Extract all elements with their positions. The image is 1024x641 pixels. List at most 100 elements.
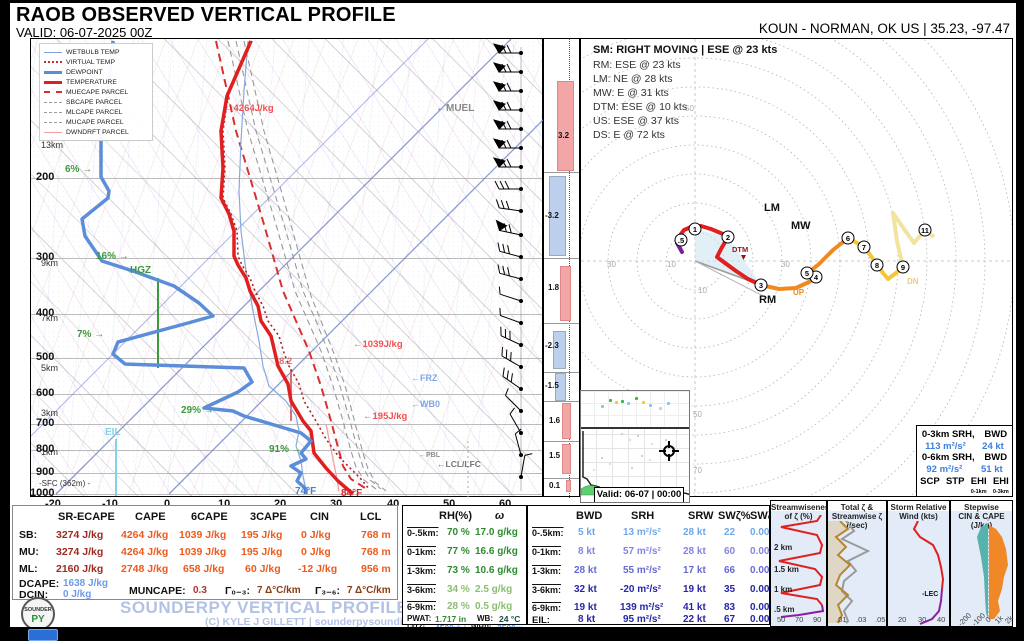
lapse-label: 8.2 <box>279 356 293 367</box>
dn-label: DN <box>907 277 919 286</box>
panel-title: Streamwiseness of ζ (%) <box>771 503 834 521</box>
legend-label: DWNDRFT PARCEL <box>66 128 129 136</box>
rh-value: 34 % <box>447 584 470 595</box>
hodo-height-markers: .5 1 2 3 4 5 6 7 8 9 11 <box>674 222 932 292</box>
panel-title: Storm Relative Wind (kts) <box>890 503 947 521</box>
rm-label: RM <box>759 294 776 306</box>
rh-annotation: 7% → <box>77 329 105 340</box>
table-cell: 2160 J/kg <box>56 563 104 575</box>
table-cell: 4264 J/kg <box>121 546 169 558</box>
legend-label: MUCAPE PARCEL <box>66 118 124 126</box>
skewt-curves <box>31 39 544 497</box>
row-label: 0-.5km: <box>532 528 564 538</box>
x-tick: .03 <box>856 615 867 624</box>
svg-text:4: 4 <box>814 273 819 282</box>
legend-label: VIRTUAL TEMP <box>66 58 115 66</box>
rh-annotation: 6% → <box>65 164 93 175</box>
motion-line-mw: MW: E @ 31 kts <box>593 87 669 99</box>
table-cell: 28 kt <box>683 527 706 538</box>
surface-temp-label: 84°F <box>341 488 363 499</box>
row-label: EIL: <box>532 615 550 626</box>
pressure-tick: 200 <box>36 171 55 183</box>
muncape-value: 0.3 <box>193 585 207 596</box>
pwat-value: 1.717 in <box>435 614 467 624</box>
motion-line-rm: RM: ESE @ 23 kts <box>593 59 681 71</box>
footer-badge <box>28 629 58 641</box>
lcl-lfc-label: ←LCL/LFC <box>437 459 481 469</box>
frame-bottom <box>0 627 1024 640</box>
temperature-advection-column: 3.2 -3.2 1.8 -2.3 -1.5 1.6 1.5 0.1 <box>543 38 580 498</box>
ring-label: 10 <box>667 260 676 269</box>
panel-title: Stepwise CIN & CAPE (J/kg) <box>958 503 1005 530</box>
advection-value: 1.5 <box>549 451 561 460</box>
hodo-trace-3-6km <box>760 236 850 291</box>
legend-label: MLCAPE PARCEL <box>66 108 123 116</box>
wb-value: 24 °C <box>499 614 521 624</box>
temp-tick: 0 <box>164 498 171 510</box>
x-tick: 20 <box>898 615 907 624</box>
row-label: 6-9km: <box>532 603 562 613</box>
table-cell: 41 kt <box>683 602 706 613</box>
advection-divider <box>544 258 579 259</box>
up-label: UP <box>793 288 805 297</box>
muel-label: ←MUEL <box>436 103 475 114</box>
advection-divider <box>544 401 579 402</box>
advection-divider <box>544 172 579 173</box>
page-title: RAOB OBSERVED VERTICAL PROFILE <box>16 4 396 26</box>
lec-label: -LEC <box>922 591 939 598</box>
svg-text:1: 1 <box>693 225 697 234</box>
table-cell: 0.005 <box>750 614 776 625</box>
row-label: MU: <box>19 546 39 558</box>
radar-echoes <box>609 399 612 402</box>
table-cell: 28 kt <box>683 546 706 557</box>
col-header: SRW <box>688 510 714 522</box>
row-label: 3-6km: <box>532 585 562 595</box>
ring-label: 70 <box>693 466 702 475</box>
sbcape-parcel-curve <box>227 40 377 490</box>
col-header: SWζ <box>750 510 773 522</box>
precip-speckles <box>621 433 623 435</box>
row-label: 3-6km: <box>407 585 437 595</box>
sfc-label: -SFC (362m) - <box>39 479 91 488</box>
row-label: 1-3km: <box>532 566 562 576</box>
scp-label: SCP <box>920 476 940 487</box>
streamwiseness-panel: Streamwiseness of ζ (%) 2 km 1.5 km 1 km … <box>770 500 834 627</box>
table-cell: 0 J/kg <box>301 546 331 558</box>
height-label: 7km <box>41 313 59 323</box>
x-tick: 30 <box>918 615 927 624</box>
frame-top <box>0 0 1024 3</box>
valid-time: VALID: 06-07-2025 00Z <box>16 25 153 40</box>
map-inset: Valid: 06-07 | 00:00 <box>580 390 690 503</box>
dtm-label: DTM <box>732 245 748 254</box>
table-cell: 0.001 <box>750 527 776 538</box>
map-valid-label: Valid: 06-07 | 00:00 <box>594 487 684 502</box>
bwd-0-6-label: BWD <box>984 452 1008 463</box>
stp-label: STP <box>945 476 965 487</box>
table-cell: 32 kt <box>574 584 597 595</box>
row-label: 0-.5km: <box>407 528 439 538</box>
pressure-tick: 300 <box>36 251 55 263</box>
srh-0-6-label: 0-6km SRH, <box>921 452 975 463</box>
pressure-tick: 900 <box>36 466 55 478</box>
table-cell: 60 J/kg <box>245 563 281 575</box>
legend-label: TEMPERATURE <box>66 78 117 86</box>
bwd-0-6-value: 51 kt <box>980 463 1003 475</box>
ehi03-label: EHI 0-3km <box>992 476 1009 495</box>
table-cell: 35 <box>724 584 736 595</box>
height-label: 13km <box>41 140 64 150</box>
advection-divider <box>544 323 579 324</box>
advection-value: -2.3 <box>545 341 559 350</box>
motion-line-dtm: DTM: ESE @ 10 kts <box>593 101 688 113</box>
row-label: ML: <box>19 563 38 575</box>
table-cell: 3274 J/kg <box>56 546 104 558</box>
dcin-value: 0 J/kg <box>63 589 92 600</box>
isotherm-minus40c <box>31 39 429 437</box>
ring-label: 50 <box>685 104 694 113</box>
pressure-gridline <box>31 178 542 179</box>
pressure-gridline <box>31 258 542 259</box>
svg-text:SOUNDER: SOUNDER <box>24 607 52 613</box>
legend-line-virtual <box>44 61 62 63</box>
temperature-curve <box>219 40 355 496</box>
ehi01-label: EHI 0-1km <box>970 476 987 495</box>
table-cell: 95 m²/s² <box>623 614 661 625</box>
